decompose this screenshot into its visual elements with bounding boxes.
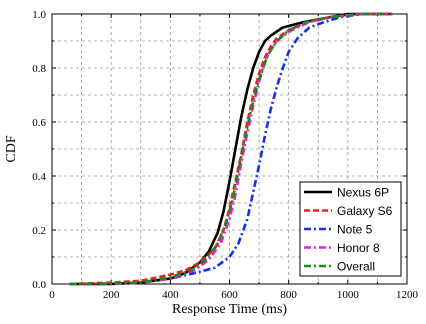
- legend-label: Honor 8: [337, 241, 380, 255]
- legend-label: Overall: [337, 260, 375, 274]
- x-tick-label: 1000: [337, 289, 360, 301]
- y-tick-label: 0.0: [32, 279, 46, 291]
- legend-label: Note 5: [337, 223, 373, 237]
- x-tick-labels: 0 200 400 600 800 1000 1200: [49, 289, 418, 301]
- x-tick-label: 600: [221, 289, 238, 301]
- y-axis-title: CDF: [4, 135, 19, 162]
- series-lines: [69, 12, 393, 286]
- y-tick-label: 0.6: [32, 117, 46, 129]
- x-axis-title: Response Time (ms): [172, 302, 287, 317]
- x-tick-label: 400: [162, 289, 179, 301]
- y-tick-label: 1.0: [32, 9, 46, 21]
- legend-box: [299, 181, 402, 277]
- legend: Nexus 6P Galaxy S6 Note 5 Honor 8 Overall: [299, 181, 402, 277]
- series-line-overall: [69, 12, 393, 286]
- y-tick-label: 0.8: [32, 63, 46, 75]
- x-tick-label: 200: [103, 289, 120, 301]
- legend-label: Nexus 6P: [337, 186, 389, 200]
- x-tick-label: 0: [49, 289, 55, 301]
- x-tick-label: 1200: [396, 289, 419, 301]
- legend-label: Galaxy S6: [337, 204, 393, 218]
- y-tick-label: 0.2: [32, 225, 46, 237]
- y-tick-labels: 0.0 0.2 0.4 0.6 0.8 1.0: [32, 9, 46, 291]
- x-tick-label: 800: [280, 289, 297, 301]
- y-tick-label: 0.4: [32, 171, 46, 183]
